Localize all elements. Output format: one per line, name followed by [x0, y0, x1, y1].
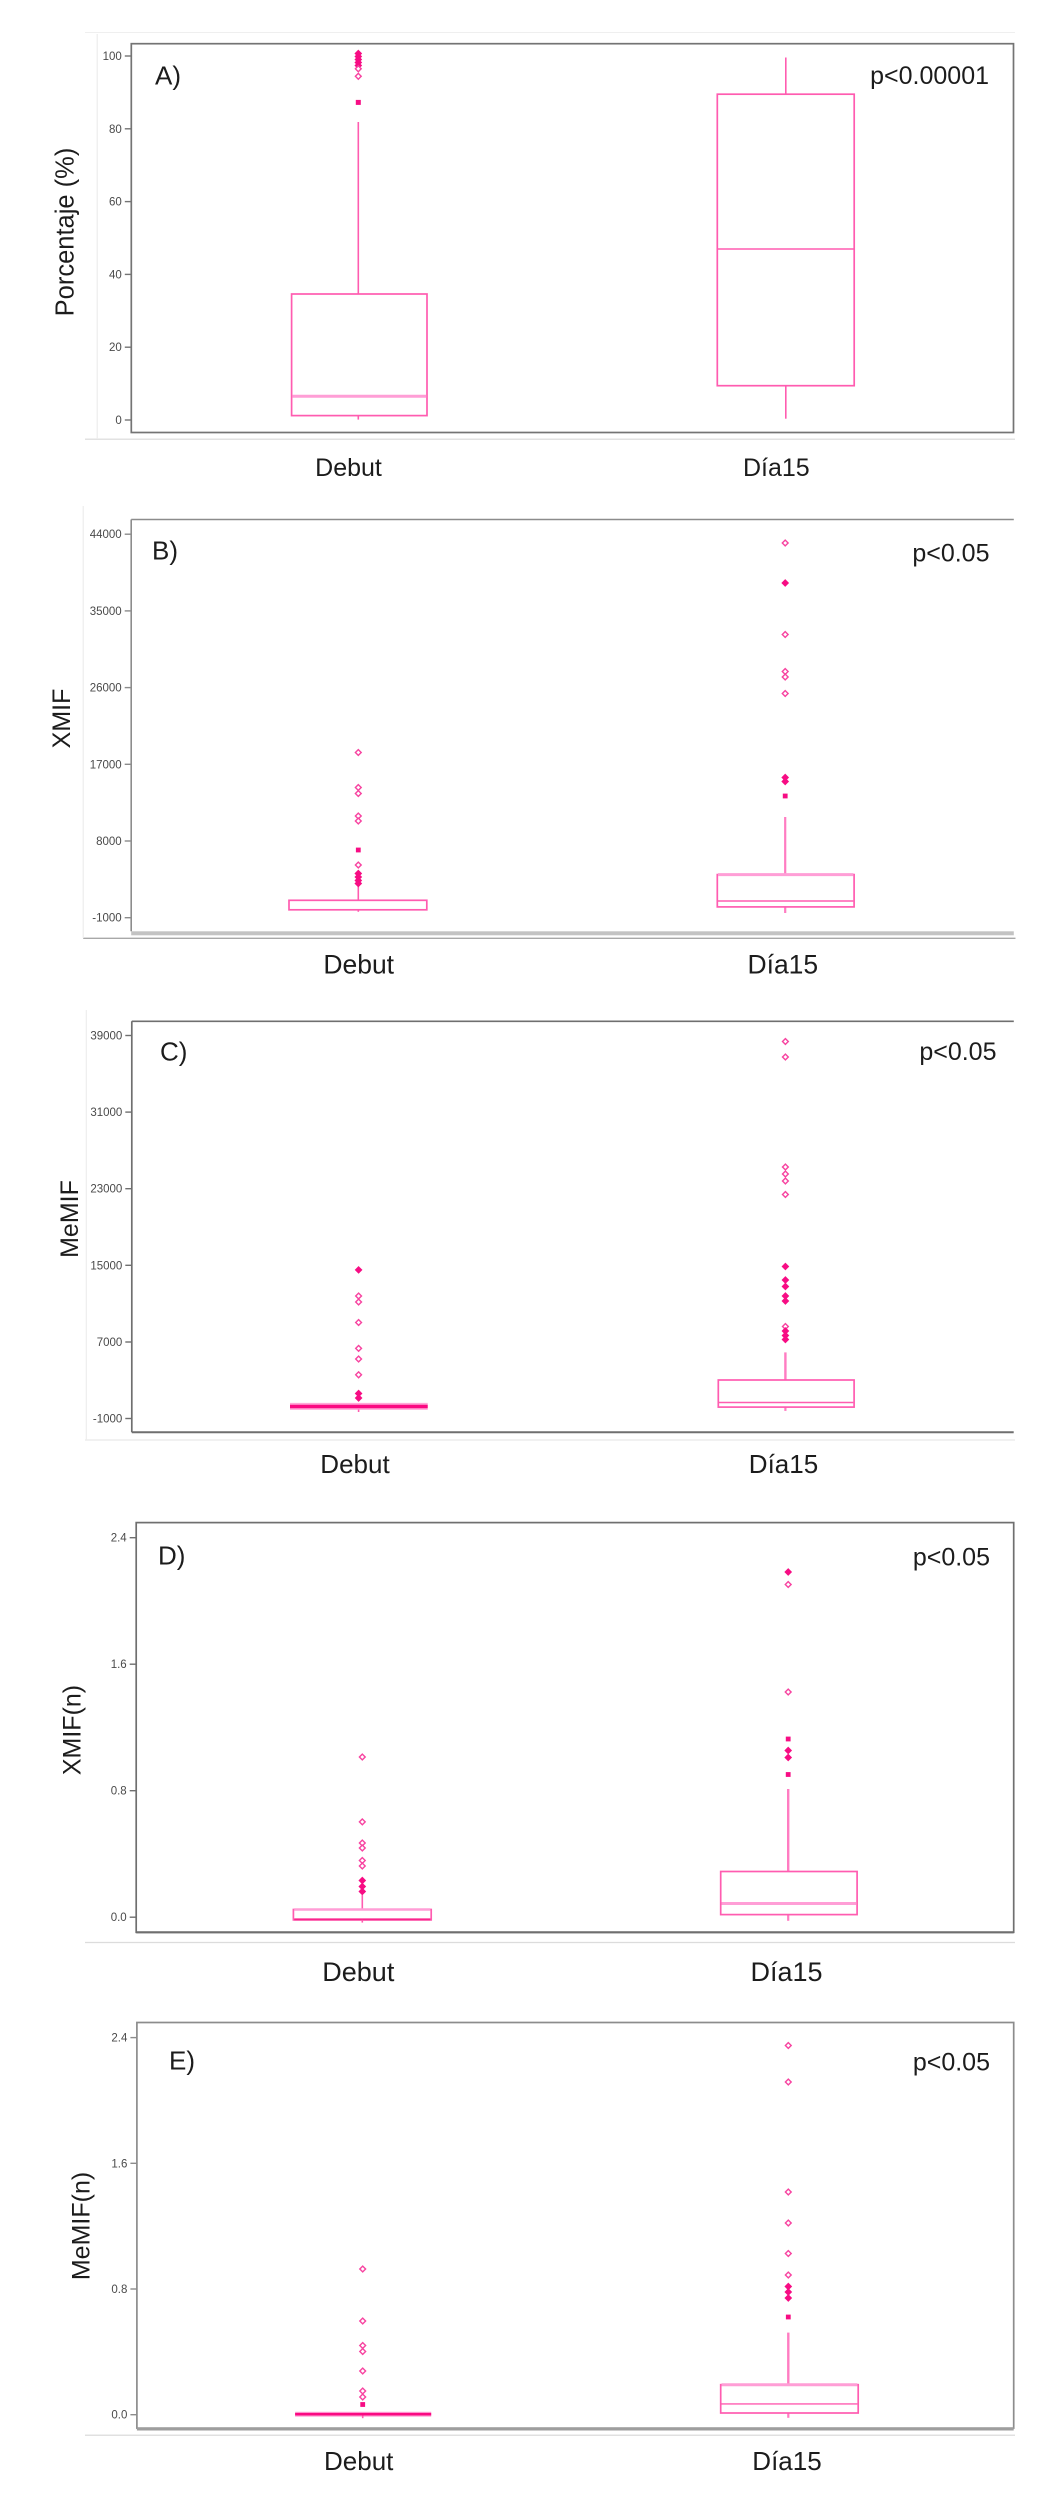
svg-text:0.8: 0.8 [111, 2284, 127, 2296]
svg-text:35000: 35000 [90, 606, 122, 618]
svg-text:D): D) [158, 1541, 185, 1571]
svg-text:80: 80 [109, 124, 122, 136]
svg-text:Debut: Debut [323, 950, 394, 980]
svg-text:1.6: 1.6 [111, 1659, 127, 1671]
svg-text:Día15: Día15 [747, 950, 818, 980]
svg-text:-1000: -1000 [92, 913, 121, 925]
svg-text:60: 60 [109, 197, 122, 209]
svg-text:Día15: Día15 [743, 454, 810, 482]
svg-text:p<0.05: p<0.05 [913, 1544, 990, 1572]
svg-text:44000: 44000 [90, 529, 122, 541]
svg-text:0.0: 0.0 [111, 2410, 127, 2422]
svg-text:2.4: 2.4 [111, 2033, 128, 2045]
svg-text:Día15: Día15 [750, 1957, 822, 1987]
svg-text:7000: 7000 [97, 1337, 123, 1349]
svg-text:0: 0 [115, 415, 121, 427]
svg-text:Porcentaje (%): Porcentaje (%) [52, 148, 80, 317]
svg-text:2.4: 2.4 [111, 1533, 128, 1545]
svg-text:0.8: 0.8 [111, 1786, 127, 1798]
svg-text:-1000: -1000 [93, 1414, 122, 1426]
svg-text:MeMIF(n): MeMIF(n) [68, 2172, 96, 2280]
svg-text:26000: 26000 [90, 683, 122, 695]
svg-text:15000: 15000 [90, 1260, 122, 1272]
svg-text:23000: 23000 [90, 1184, 122, 1196]
svg-text:XMIF: XMIF [48, 689, 76, 749]
svg-text:p<0.05: p<0.05 [919, 1038, 996, 1066]
svg-text:Debut: Debut [320, 1449, 390, 1479]
svg-text:Debut: Debut [324, 2446, 394, 2476]
svg-text:Día15: Día15 [749, 1449, 818, 1479]
svg-text:p<0.05: p<0.05 [912, 540, 989, 568]
svg-text:100: 100 [103, 51, 122, 63]
svg-text:1.6: 1.6 [111, 2158, 127, 2170]
svg-text:B): B) [152, 536, 178, 566]
svg-text:C): C) [160, 1036, 187, 1066]
svg-text:20: 20 [109, 342, 122, 354]
svg-text:p<0.05: p<0.05 [913, 2049, 990, 2077]
svg-text:Debut: Debut [322, 1957, 395, 1987]
svg-text:39000: 39000 [90, 1031, 122, 1043]
svg-text:0.0: 0.0 [111, 1912, 127, 1924]
svg-text:Día15: Día15 [752, 2446, 821, 2476]
svg-text:XMIF(n): XMIF(n) [59, 1685, 87, 1775]
svg-text:A): A) [155, 61, 181, 91]
svg-text:p<0.00001: p<0.00001 [870, 62, 989, 90]
svg-text:17000: 17000 [90, 759, 122, 771]
svg-text:MeMIF: MeMIF [56, 1180, 84, 1258]
svg-text:8000: 8000 [96, 836, 122, 848]
svg-text:E): E) [169, 2046, 195, 2076]
svg-text:40: 40 [109, 269, 122, 281]
svg-text:31000: 31000 [90, 1107, 122, 1119]
svg-text:Debut: Debut [315, 454, 382, 482]
